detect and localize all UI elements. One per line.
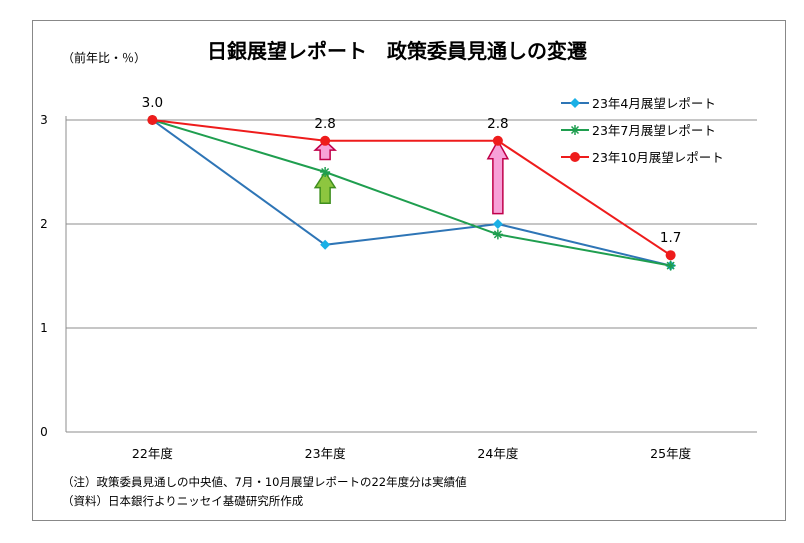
legend-label: 23年4月展望レポート	[592, 96, 716, 111]
chart-title: 日銀展望レポート 政策委員見通しの変遷	[207, 39, 587, 63]
data-label: 1.7	[660, 230, 681, 246]
circle-marker	[665, 250, 676, 261]
chart-frame	[32, 20, 786, 521]
x-tick-label: 24年度	[477, 446, 518, 461]
circle-marker	[147, 115, 158, 125]
y-axis-label: （前年比・％）	[62, 50, 146, 65]
circle-marker	[492, 135, 503, 146]
data-label: 2.8	[314, 116, 335, 132]
x-tick-label: 25年度	[650, 446, 691, 461]
series-circle	[147, 115, 676, 261]
y-tick-label: 0	[40, 425, 48, 439]
data-label: 2.8	[487, 116, 508, 132]
y-tick-label: 3	[40, 113, 48, 127]
legend-label: 23年7月展望レポート	[592, 123, 716, 138]
up-arrow	[313, 139, 338, 161]
star-stroke	[493, 230, 502, 239]
source-text: （資料）日本銀行よりニッセイ基礎研究所作成	[62, 494, 304, 508]
note-text: （注）政策委員見通しの中央値、7月・10月展望レポートの22年度分は実績値	[62, 475, 467, 489]
data-labels: 3.0 2.8 2.8 1.7	[142, 95, 682, 246]
series-line	[152, 119, 672, 257]
circle-marker	[320, 135, 331, 146]
y-tick-label: 2	[40, 217, 48, 231]
y-tick-label: 1	[40, 321, 48, 335]
diamond-marker	[570, 98, 580, 108]
axes: 0 1 2 3 22年度 23年度 24年度 25年度	[40, 113, 757, 461]
star-stroke	[666, 261, 675, 270]
data-label: 3.0	[142, 95, 163, 111]
up-arrow	[486, 139, 510, 215]
diamond-marker	[492, 219, 503, 229]
star-marker	[570, 125, 580, 135]
series-diamond	[147, 115, 676, 271]
star-marker	[665, 260, 676, 271]
x-tick-label: 22年度	[132, 446, 173, 461]
series-line	[152, 119, 671, 267]
legend-label: 23年10月展望レポート	[592, 150, 724, 165]
series-line	[151, 119, 671, 267]
up-arrow	[313, 170, 337, 204]
circle-marker	[570, 152, 580, 162]
star-marker	[492, 229, 503, 240]
x-tick-label: 23年度	[305, 446, 346, 461]
diamond-marker	[320, 239, 331, 250]
legend: 23年4月展望レポート 23年7月展望レポート 23年10月展望レポート	[561, 96, 724, 165]
gridlines	[66, 119, 757, 329]
star-marker	[320, 167, 331, 177]
series-lines	[147, 115, 676, 271]
star-stroke	[570, 125, 580, 135]
star-stroke	[321, 167, 330, 177]
arrows	[313, 139, 510, 215]
